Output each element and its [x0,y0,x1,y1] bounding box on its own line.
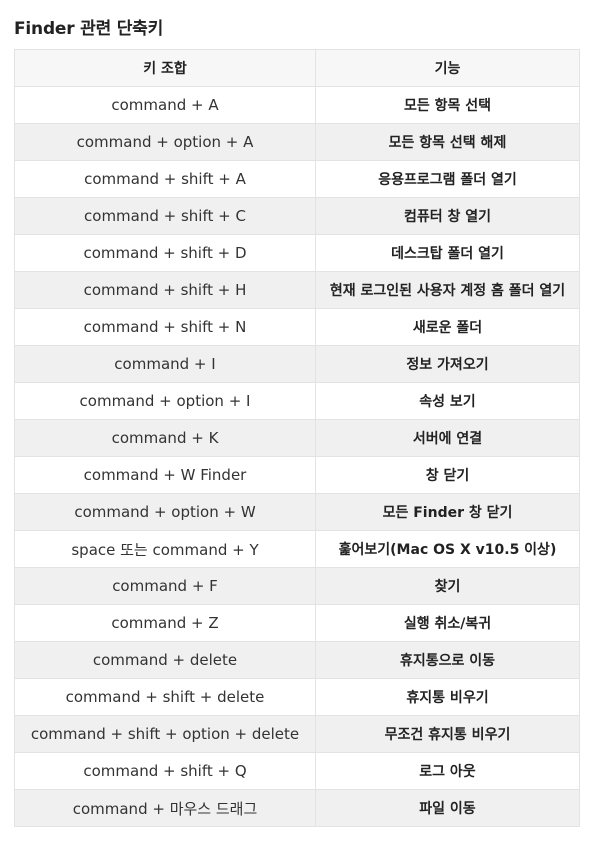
key-combination-cell: command + shift + A [14,160,316,198]
key-combination-cell: command + shift + H [14,271,316,309]
table-row: command + K 서버에 연결 [14,419,580,457]
function-cell: 훑어보기(Mac OS X v10.5 이상) [315,530,580,568]
key-combination-cell: command + option + A [14,123,316,161]
table-row: command + shift + option + delete 무조건 휴지… [14,715,580,753]
function-cell: 모든 항목 선택 해제 [315,123,580,161]
table-row: command + F 찾기 [14,567,580,605]
table-row: command + shift + D 데스크탑 폴더 열기 [14,234,580,272]
key-combination-cell: command + option + I [14,382,316,420]
function-cell: 서버에 연결 [315,419,580,457]
function-cell: 정보 가져오기 [315,345,580,383]
key-combination-cell: command + K [14,419,316,457]
function-cell: 모든 항목 선택 [315,86,580,124]
function-cell: 휴지통 비우기 [315,678,580,716]
key-combination-cell: command + Z [14,604,316,642]
key-combination-cell: command + option + W [14,493,316,531]
key-combination-cell: space 또는 command + Y [14,530,316,568]
key-combination-cell: command + shift + Q [14,752,316,790]
key-combination-cell: command + delete [14,641,316,679]
table-row: command + shift + delete 휴지통 비우기 [14,678,580,716]
function-cell: 찾기 [315,567,580,605]
table-row: command + shift + Q 로그 아웃 [14,752,580,790]
key-combination-cell: command + shift + C [14,197,316,235]
table-row: command + option + I 속성 보기 [14,382,580,420]
key-combination-cell: command + 마우스 드래그 [14,789,316,827]
function-cell: 응용프로그램 폴더 열기 [315,160,580,198]
key-combination-cell: command + F [14,567,316,605]
function-cell: 휴지통으로 이동 [315,641,580,679]
function-cell: 파일 이동 [315,789,580,827]
function-cell: 모든 Finder 창 닫기 [315,493,580,531]
function-cell: 새로운 폴더 [315,308,580,346]
table-row: command + W Finder 창 닫기 [14,456,580,494]
shortcut-table: 키 조합 기능 command + A 모든 항목 선택 command + o… [14,49,580,827]
table-row: space 또는 command + Y 훑어보기(Mac OS X v10.5… [14,530,580,568]
key-combination-cell: command + A [14,86,316,124]
function-cell: 데스크탑 폴더 열기 [315,234,580,272]
table-row: command + option + W 모든 Finder 창 닫기 [14,493,580,531]
page-title: Finder 관련 단축키 [14,19,164,39]
key-combination-cell: command + I [14,345,316,383]
function-cell: 속성 보기 [315,382,580,420]
table-row: command + shift + H 현재 로그인된 사용자 계정 홈 폴더 … [14,271,580,309]
function-cell: 실행 취소/복귀 [315,604,580,642]
function-cell: 무조건 휴지통 비우기 [315,715,580,753]
table-row: command + shift + N 새로운 폴더 [14,308,580,346]
key-combination-cell: command + shift + N [14,308,316,346]
column-header-function: 기능 [315,49,580,87]
function-cell: 현재 로그인된 사용자 계정 홈 폴더 열기 [315,271,580,309]
function-cell: 컴퓨터 창 열기 [315,197,580,235]
key-combination-cell: command + shift + D [14,234,316,272]
table-row: command + option + A 모든 항목 선택 해제 [14,123,580,161]
column-header-key-combination: 키 조합 [14,49,316,87]
function-cell: 창 닫기 [315,456,580,494]
table-row: command + 마우스 드래그 파일 이동 [14,789,580,827]
key-combination-cell: command + shift + delete [14,678,316,716]
function-cell: 로그 아웃 [315,752,580,790]
key-combination-cell: command + shift + option + delete [14,715,316,753]
table-row: command + A 모든 항목 선택 [14,86,580,124]
table-row: command + delete 휴지통으로 이동 [14,641,580,679]
key-combination-cell: command + W Finder [14,456,316,494]
table-row: command + I 정보 가져오기 [14,345,580,383]
table-header-row: 키 조합 기능 [14,49,580,87]
table-row: command + shift + A 응용프로그램 폴더 열기 [14,160,580,198]
table-row: command + Z 실행 취소/복귀 [14,604,580,642]
table-row: command + shift + C 컴퓨터 창 열기 [14,197,580,235]
